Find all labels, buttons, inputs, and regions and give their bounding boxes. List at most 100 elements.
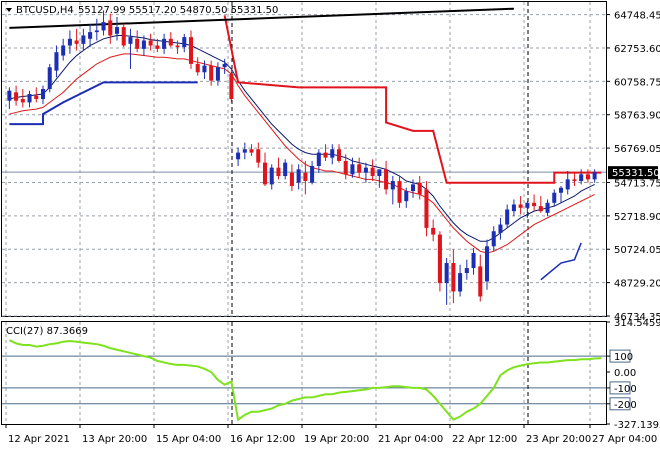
- time-tick-label: 13 Apr 20:00: [82, 434, 147, 445]
- candle: [215, 62, 220, 86]
- candle-body: [377, 169, 382, 177]
- candle-body: [88, 32, 93, 39]
- candle: [498, 217, 503, 240]
- candle-body: [242, 149, 247, 153]
- candle: [384, 160, 389, 195]
- candlestick-series: [7, 10, 597, 305]
- candle: [262, 152, 268, 187]
- trend-line: [9, 7, 514, 29]
- candle-body: [148, 40, 153, 46]
- candle-body: [336, 149, 342, 161]
- candle-body: [444, 263, 449, 284]
- candle: [7, 87, 12, 110]
- price-tick-label: 60758.75: [614, 77, 660, 88]
- candle: [34, 87, 39, 103]
- candle-body: [141, 40, 146, 49]
- candle-body: [222, 63, 227, 68]
- candle-body: [202, 65, 207, 73]
- candle: [558, 186, 564, 203]
- candle: [579, 169, 584, 185]
- indicator-panel-frame: [1, 321, 607, 425]
- time-tick-label: 23 Apr 20:00: [526, 434, 591, 445]
- candle: [148, 33, 153, 51]
- candle-body: [451, 263, 456, 292]
- candle-body: [303, 172, 308, 182]
- candle-body: [592, 172, 597, 180]
- candle-body: [182, 37, 187, 48]
- price-panel-frame: [1, 1, 607, 317]
- price-tick-label: 48729.20: [614, 279, 660, 290]
- candle-body: [229, 73, 234, 100]
- candle: [545, 199, 550, 217]
- candle-body: [249, 149, 254, 153]
- candle-body: [458, 273, 463, 292]
- candle: [74, 28, 79, 51]
- cci-levels: [2, 349, 631, 411]
- candle: [464, 259, 469, 280]
- candle: [511, 199, 516, 217]
- candle-body: [269, 167, 274, 185]
- indicator-tick-label: 314.5459: [614, 318, 660, 329]
- candle: [316, 149, 321, 173]
- recovery-line: [540, 242, 582, 281]
- candle-body: [404, 191, 409, 202]
- candle: [141, 35, 146, 56]
- candle: [276, 157, 281, 180]
- candle: [20, 89, 25, 108]
- indicator-tick-label: -327.1392: [614, 420, 660, 431]
- candle: [209, 60, 214, 86]
- candle-body: [162, 38, 167, 49]
- candle: [444, 258, 449, 305]
- candle-body: [505, 209, 510, 225]
- indicator-tick-label: -200: [614, 400, 637, 411]
- candle-body: [34, 95, 39, 100]
- current-price-label: 55331.50: [612, 168, 660, 179]
- candle-body: [538, 206, 543, 212]
- candle: [94, 18, 99, 41]
- time-tick-label: 22 Apr 12:00: [452, 434, 517, 445]
- cci-series: [8, 339, 602, 422]
- indicator-tick-label: 0.00: [614, 368, 636, 379]
- candle-body: [155, 45, 160, 49]
- candle-body: [121, 27, 126, 46]
- candle: [249, 144, 254, 156]
- candle-body: [74, 40, 79, 44]
- candle-body: [54, 52, 59, 71]
- candle: [471, 247, 476, 275]
- candle: [40, 85, 46, 105]
- candle-body: [343, 160, 348, 175]
- price-tick-label: 50724.05: [614, 245, 660, 256]
- candle: [437, 231, 442, 292]
- price-axis: 64748.45 62753.60 60758.75 58763.90 56769.05…: [606, 11, 660, 323]
- candle-body: [135, 38, 140, 49]
- candle-body: [47, 67, 52, 90]
- candle-body: [532, 202, 537, 207]
- candle-body: [40, 89, 46, 100]
- candle: [525, 201, 530, 218]
- candle-body: [370, 167, 375, 177]
- candle: [88, 23, 93, 48]
- candle-body: [384, 169, 389, 190]
- candle: [424, 181, 429, 237]
- price-tick-label: 58763.90: [614, 111, 660, 122]
- candle-body: [518, 204, 523, 208]
- candle: [565, 171, 570, 195]
- candle-body: [67, 38, 72, 46]
- candle: [61, 38, 66, 61]
- dropdown-triangle-icon[interactable]: [6, 8, 12, 12]
- candle-body: [363, 167, 368, 173]
- time-tick-label: 12 Apr 2021: [8, 434, 70, 445]
- indicator-grid: [5, 322, 591, 424]
- candle: [289, 164, 294, 192]
- candle: [451, 249, 456, 304]
- cci-line: [8, 339, 602, 422]
- candle-body: [565, 179, 570, 190]
- candle-body: [236, 152, 241, 160]
- price-tick-label: 52718.90: [614, 212, 660, 223]
- candle: [491, 226, 496, 252]
- candle-body: [471, 252, 476, 269]
- candle: [323, 144, 328, 161]
- candle: [552, 189, 557, 207]
- candle: [572, 172, 577, 187]
